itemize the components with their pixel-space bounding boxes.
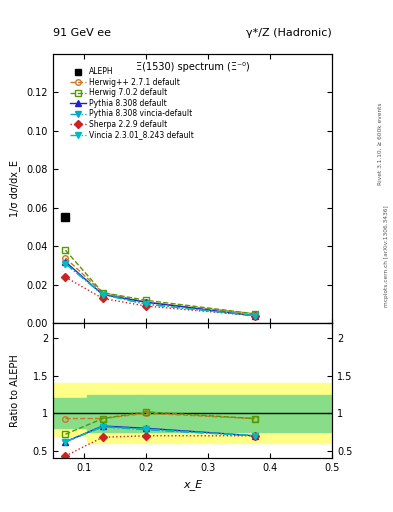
Text: 91 GeV ee: 91 GeV ee — [53, 28, 111, 38]
Text: γ*/Z (Hadronic): γ*/Z (Hadronic) — [246, 28, 332, 38]
Text: mcplots.cern.ch [arXiv:1306.3436]: mcplots.cern.ch [arXiv:1306.3436] — [384, 205, 389, 307]
Y-axis label: 1/σ dσ/dx_E: 1/σ dσ/dx_E — [9, 160, 20, 217]
Text: Ξ(1530) spectrum (Ξ⁻⁰): Ξ(1530) spectrum (Ξ⁻⁰) — [136, 62, 250, 72]
Y-axis label: Ratio to ALEPH: Ratio to ALEPH — [9, 354, 20, 427]
Text: Rivet 3.1.10, ≥ 600k events: Rivet 3.1.10, ≥ 600k events — [378, 102, 383, 185]
X-axis label: x_E: x_E — [183, 479, 202, 489]
Legend: ALEPH, Herwig++ 2.7.1 default, Herwig 7.0.2 default, Pythia 8.308 default, Pythi: ALEPH, Herwig++ 2.7.1 default, Herwig 7.… — [68, 66, 196, 141]
